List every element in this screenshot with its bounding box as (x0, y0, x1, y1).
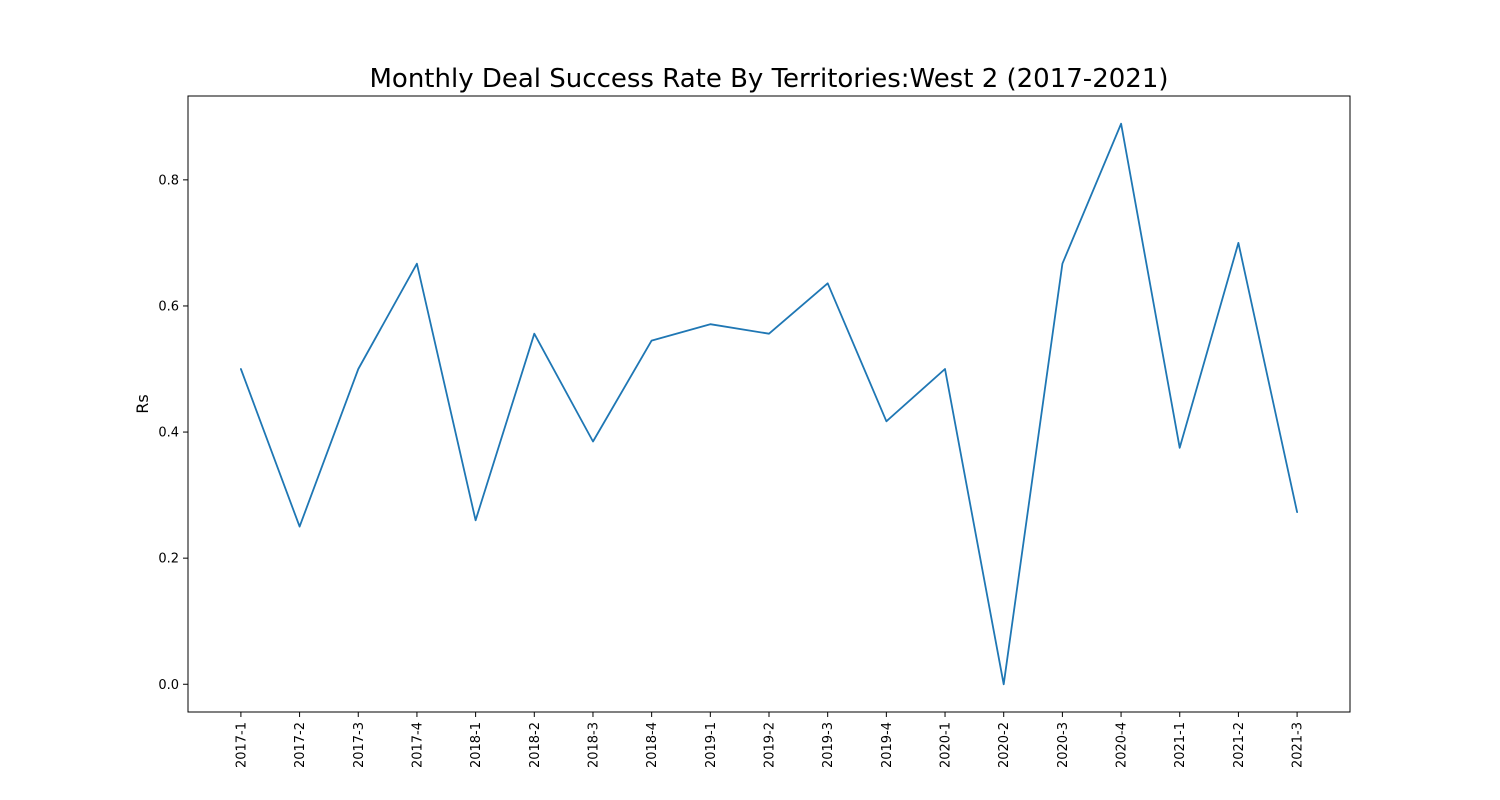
plot-area-frame (187, 95, 1351, 713)
y-tick-label: 0.6 (158, 299, 179, 314)
chart-title: Monthly Deal Success Rate By Territories… (369, 64, 1168, 94)
x-axis: 2017-1 2017-2 2017-3 2017-4 2018-1 2018-2 2018… (234, 712, 1306, 768)
x-tick-label: 2018-4 (645, 722, 660, 768)
x-tick-label: 2018-3 (586, 722, 601, 768)
x-tick-label: 2017-1 (234, 722, 249, 768)
x-tick-label: 2020-3 (1056, 722, 1071, 768)
y-axis-label: Rs (133, 394, 152, 413)
x-tick-label: 2017-4 (410, 722, 425, 768)
x-tick-label: 2021-3 (1291, 722, 1306, 768)
x-tick-label: 2020-2 (997, 722, 1012, 768)
x-tick-label: 2017-2 (293, 722, 308, 768)
x-tick-label: 2019-2 (763, 722, 778, 768)
y-tick-label: 0.2 (158, 552, 179, 567)
series-line (239, 122, 1298, 686)
x-tick-label: 2019-3 (821, 722, 836, 768)
y-tick-label: 0.4 (158, 426, 179, 441)
x-tick-label: 2018-1 (469, 722, 484, 768)
series-layer (239, 122, 1298, 686)
x-tick-label: 2021-2 (1232, 722, 1247, 768)
x-tick-label: 2019-1 (704, 722, 719, 768)
y-tick-label: 0.8 (158, 173, 179, 188)
x-tick-label: 2017-3 (352, 722, 367, 768)
x-tick-label: 2019-4 (880, 722, 895, 768)
x-tick-label: 2021-1 (1173, 722, 1188, 768)
y-tick-label: 0.0 (158, 678, 179, 693)
y-axis: 0.0 0.2 0.4 0.6 0.8 (158, 173, 188, 693)
x-tick-label: 2020-4 (1115, 722, 1130, 768)
x-tick-label: 2020-1 (939, 722, 954, 768)
x-tick-label: 2018-2 (528, 722, 543, 768)
